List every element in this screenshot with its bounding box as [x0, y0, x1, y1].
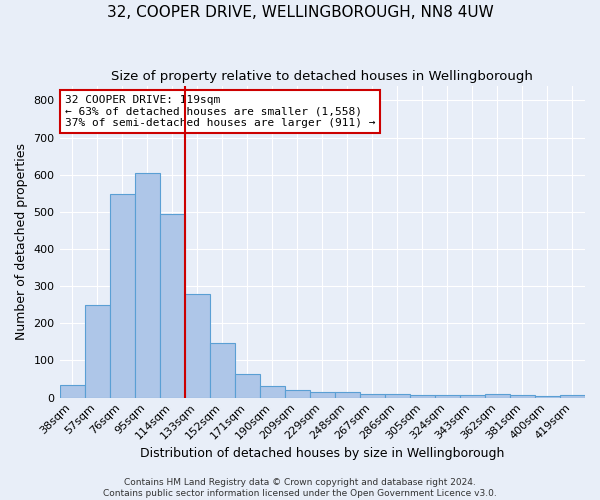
Bar: [360, 394, 385, 398]
Bar: [435, 394, 460, 398]
Bar: [535, 396, 560, 398]
Bar: [310, 392, 335, 398]
Bar: [485, 394, 510, 398]
Bar: [185, 294, 209, 398]
Text: 32, COOPER DRIVE, WELLINGBOROUGH, NN8 4UW: 32, COOPER DRIVE, WELLINGBOROUGH, NN8 4U…: [107, 5, 493, 20]
Text: 32 COOPER DRIVE: 119sqm
← 63% of detached houses are smaller (1,558)
37% of semi: 32 COOPER DRIVE: 119sqm ← 63% of detache…: [65, 95, 375, 128]
Bar: [560, 394, 585, 398]
Text: Contains HM Land Registry data © Crown copyright and database right 2024.
Contai: Contains HM Land Registry data © Crown c…: [103, 478, 497, 498]
Bar: [510, 394, 535, 398]
Bar: [385, 394, 410, 398]
Bar: [410, 394, 435, 398]
Y-axis label: Number of detached properties: Number of detached properties: [15, 143, 28, 340]
Bar: [209, 343, 235, 398]
Bar: [85, 306, 110, 398]
Bar: [160, 214, 185, 398]
Title: Size of property relative to detached houses in Wellingborough: Size of property relative to detached ho…: [112, 70, 533, 83]
Bar: [260, 386, 285, 398]
Bar: [285, 390, 310, 398]
Bar: [460, 395, 485, 398]
Bar: [235, 374, 260, 398]
Bar: [59, 384, 85, 398]
X-axis label: Distribution of detached houses by size in Wellingborough: Distribution of detached houses by size …: [140, 447, 505, 460]
Bar: [110, 194, 134, 398]
Bar: [134, 173, 160, 398]
Bar: [335, 392, 360, 398]
